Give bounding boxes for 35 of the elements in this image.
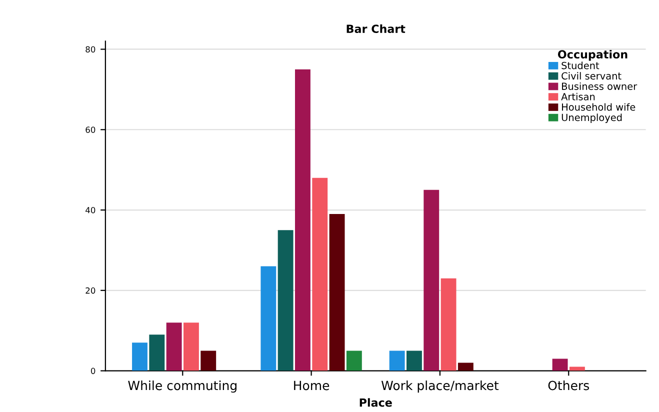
bar <box>346 350 362 371</box>
bar <box>458 362 474 371</box>
legend-label: Civil servant <box>562 72 622 80</box>
bar <box>278 230 294 371</box>
bar <box>329 214 345 371</box>
x-tick-label: While commuting <box>128 380 236 393</box>
y-tick-label: 60 <box>86 126 96 133</box>
bar <box>132 342 148 371</box>
bar <box>295 69 310 371</box>
bar <box>200 350 216 371</box>
legend-label: Artisan <box>561 92 595 100</box>
y-tick-label: 20 <box>86 287 96 294</box>
legend-label: Household wife <box>562 103 636 111</box>
legend-title: Occupation <box>558 50 628 61</box>
bar <box>166 322 182 371</box>
y-tick-label: 40 <box>86 207 96 214</box>
x-tick-label: Home <box>294 380 330 390</box>
x-tick-label: Others <box>548 380 590 390</box>
bar <box>389 350 405 371</box>
bar <box>260 266 276 371</box>
legend-label: Business owner <box>562 82 638 90</box>
bar <box>149 334 165 371</box>
bar <box>406 350 422 371</box>
x-axis-title: Place <box>360 398 392 407</box>
legend-label: Unemployed <box>562 114 622 123</box>
bar <box>183 322 199 371</box>
bar <box>424 190 440 371</box>
legend-label: Student <box>562 62 600 70</box>
y-tick-label: 80 <box>86 46 96 53</box>
x-tick-label: Work place/market <box>381 380 499 393</box>
chart-title: Bar Chart <box>346 24 406 34</box>
bar <box>552 358 568 371</box>
bar <box>440 278 456 371</box>
y-tick-label: 0 <box>90 368 96 374</box>
bar <box>312 178 328 371</box>
